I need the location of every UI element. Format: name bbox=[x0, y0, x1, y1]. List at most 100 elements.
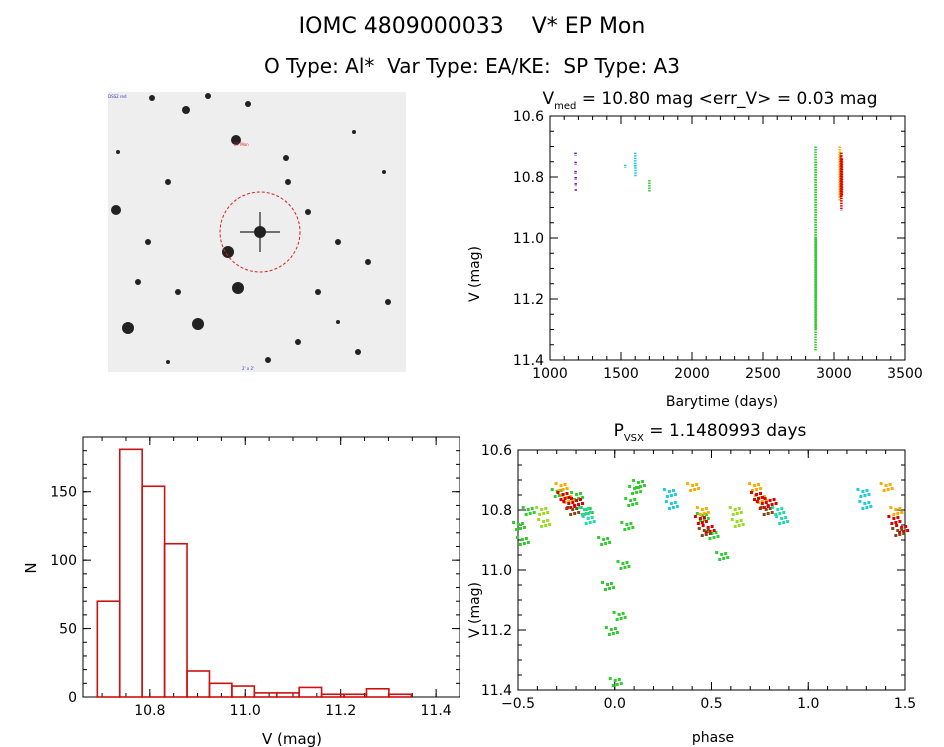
histogram-xtick-label: 11.4 bbox=[421, 703, 452, 719]
star-26 bbox=[382, 170, 386, 174]
phased-point-red bbox=[562, 500, 566, 503]
phased-point-brown bbox=[764, 508, 768, 511]
phased-point-orange bbox=[879, 482, 883, 485]
phased-marks bbox=[512, 479, 910, 687]
phased-point-red bbox=[900, 526, 904, 529]
phased-point-red bbox=[561, 493, 565, 496]
histogram-bars bbox=[96, 448, 413, 698]
phased-point-green-eclipse bbox=[620, 521, 624, 524]
phased-point-green-eclipse bbox=[608, 677, 612, 680]
phased-point-red bbox=[906, 529, 910, 532]
histogram-bar bbox=[343, 693, 368, 698]
phased-point-red bbox=[760, 502, 764, 505]
phased-frame bbox=[517, 449, 906, 691]
phased-point-lightgreen bbox=[540, 508, 544, 511]
phased-ylabel: V (mag) bbox=[467, 582, 483, 638]
phased-point-cyan bbox=[671, 489, 675, 492]
phased-point-teal bbox=[782, 521, 786, 524]
phased-point-teal bbox=[780, 507, 784, 510]
phased-point-green-max bbox=[708, 537, 712, 540]
phased-point-green-eclipse bbox=[608, 587, 612, 590]
phased-point-green-max bbox=[512, 521, 515, 524]
phased-point-teal bbox=[775, 515, 779, 518]
phased-point-red bbox=[894, 521, 898, 524]
phased-point-brown bbox=[759, 506, 763, 509]
phased-point-red bbox=[764, 501, 768, 504]
phased-point-red bbox=[768, 499, 772, 502]
phased-point-red bbox=[904, 525, 908, 528]
phased-point-brown bbox=[768, 507, 772, 510]
phased-point-green-eclipse bbox=[628, 485, 632, 488]
phased-point-orange bbox=[759, 487, 763, 490]
phased-point-brown bbox=[891, 527, 895, 530]
histogram-bar bbox=[208, 682, 233, 698]
phased-point-orange bbox=[758, 496, 762, 499]
phased-point-red bbox=[892, 517, 896, 520]
lightcurve-ytick-label: 11.2 bbox=[513, 292, 544, 308]
phased-point-red bbox=[701, 524, 705, 527]
phased-point-green-eclipse bbox=[623, 566, 627, 569]
phased-point-green-eclipse bbox=[627, 565, 631, 568]
phased-point-green-max bbox=[517, 523, 520, 526]
histogram-xlabel: V (mag) bbox=[262, 730, 322, 747]
phased-point-orange bbox=[695, 483, 699, 486]
phased-point-green-eclipse bbox=[631, 526, 635, 529]
phased-point-orange bbox=[892, 513, 896, 516]
phased-point-green-max bbox=[726, 556, 730, 559]
star-22 bbox=[315, 289, 321, 295]
phased-point-green-max bbox=[524, 537, 528, 540]
star-20 bbox=[175, 289, 181, 295]
phased-point-orange bbox=[704, 507, 708, 510]
sky-label-bottom: 2' x 2' bbox=[242, 366, 254, 371]
phased-point-lightgreen bbox=[733, 508, 737, 511]
phased-point-green-max bbox=[581, 496, 585, 499]
phased-point-green-max bbox=[714, 531, 718, 534]
phased-point-green-eclipse bbox=[611, 632, 615, 635]
phased-point-green-max bbox=[584, 508, 588, 511]
phased-point-green-eclipse bbox=[638, 485, 642, 488]
star-16 bbox=[265, 357, 271, 363]
phased-ytick-label: 10.8 bbox=[481, 503, 512, 519]
phased-point-lightgreen bbox=[542, 520, 546, 523]
histogram-xtick-label: 10.8 bbox=[134, 703, 165, 719]
phased-point-green-eclipse bbox=[635, 491, 639, 494]
phased-point-lightgreen bbox=[741, 523, 745, 526]
phased-point-orange bbox=[896, 512, 900, 515]
phased-point-green-max bbox=[722, 557, 726, 560]
star-11 bbox=[305, 209, 311, 215]
phased-xtick-label: 0.5 bbox=[700, 696, 722, 712]
star-1 bbox=[222, 246, 234, 258]
star-3 bbox=[192, 318, 204, 330]
phased-point-orange bbox=[898, 507, 902, 510]
phased-point-brown bbox=[577, 511, 581, 514]
phased-point-brown bbox=[708, 532, 712, 535]
phased-point-orange bbox=[698, 513, 702, 516]
phased-point-green-eclipse bbox=[627, 527, 631, 530]
phased-xtick-label: 1.0 bbox=[797, 696, 819, 712]
phased-xtick-label: 1.5 bbox=[894, 696, 916, 712]
phased-point-teal bbox=[586, 507, 590, 510]
phased-point-green-eclipse bbox=[633, 498, 637, 501]
phased-point-lightgreen bbox=[540, 525, 544, 528]
histogram-bar bbox=[96, 600, 121, 698]
star-21 bbox=[135, 279, 141, 285]
phased-point-green-max bbox=[706, 517, 710, 520]
phased-point-green-max bbox=[586, 512, 590, 515]
lightcurve-marks bbox=[574, 146, 844, 351]
phased-point-cyan bbox=[865, 489, 869, 492]
phased-point-green-max bbox=[521, 522, 524, 525]
phased-point-brown bbox=[900, 528, 904, 531]
histogram-ytick-label: 0 bbox=[68, 690, 77, 706]
phased-point-green-eclipse bbox=[597, 536, 601, 539]
star-8 bbox=[149, 95, 155, 101]
phased-point-orange bbox=[884, 484, 888, 487]
phased-point-green-eclipse bbox=[600, 543, 604, 546]
phased-point-green-eclipse bbox=[617, 678, 621, 681]
phased-point-teal bbox=[774, 513, 778, 516]
phased-point-green-eclipse bbox=[616, 560, 620, 563]
phased-point-green-eclipse bbox=[636, 481, 640, 484]
star-24 bbox=[245, 101, 251, 107]
histogram-ytick-label: 150 bbox=[50, 485, 77, 501]
phased-point-green-eclipse bbox=[608, 541, 612, 544]
phased-point-cyan bbox=[863, 494, 867, 497]
